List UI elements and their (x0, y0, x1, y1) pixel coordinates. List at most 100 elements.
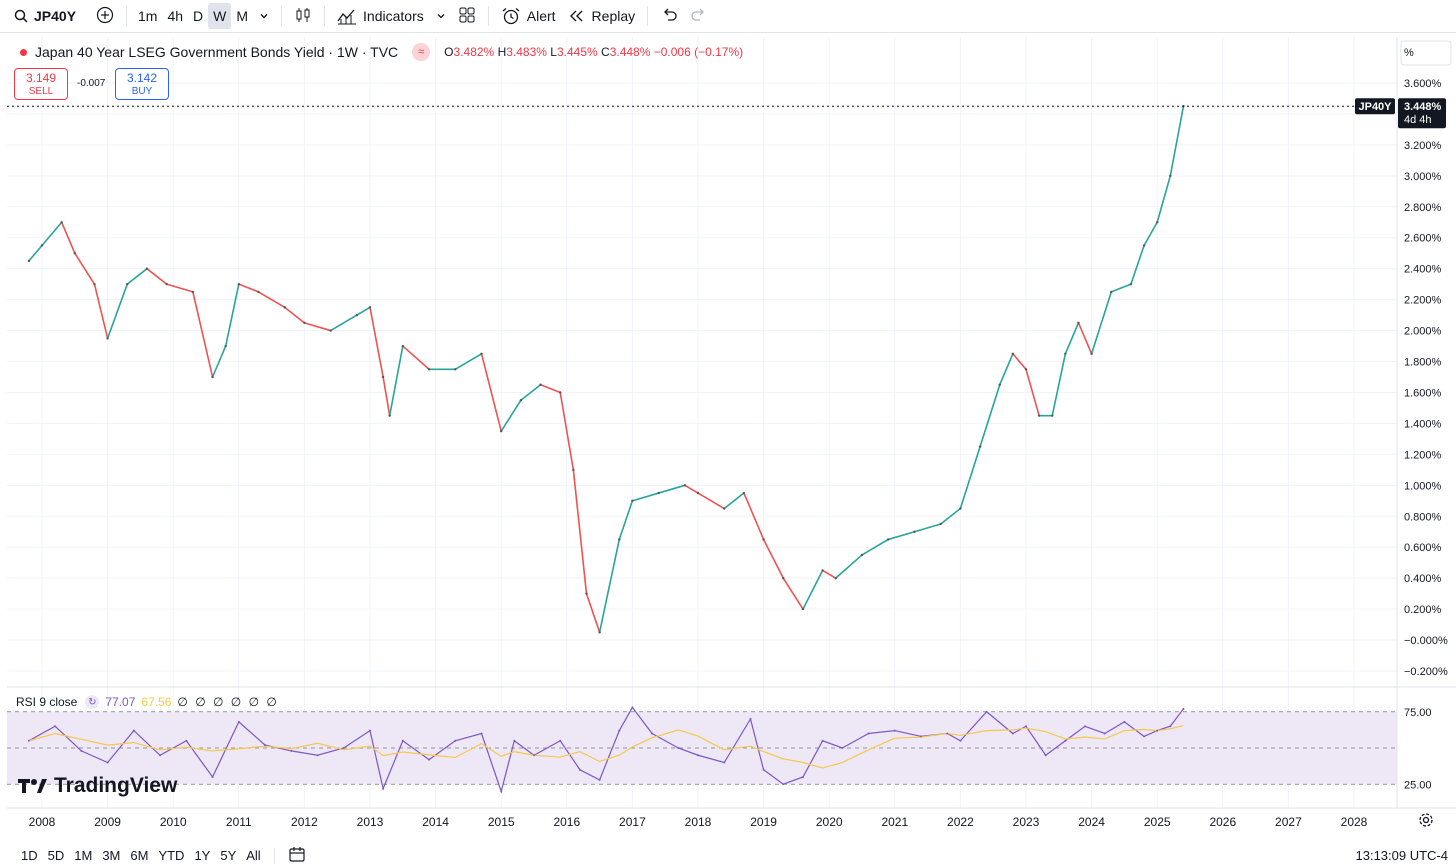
rsi-point (342, 747, 345, 749)
price-segment (559, 391, 575, 471)
price-point (657, 491, 660, 495)
buy-label: BUY (131, 86, 153, 97)
price-point (211, 375, 214, 379)
range-6m[interactable]: 6M (130, 848, 149, 863)
price-segment (74, 252, 96, 285)
sell-button[interactable]: 3.149 SELL (14, 68, 68, 100)
price-point (165, 282, 168, 286)
alert-button[interactable]: Alert (495, 0, 562, 32)
rsi-point (1182, 707, 1185, 710)
range-3m[interactable]: 3M (102, 848, 121, 863)
price-segment (598, 538, 621, 634)
waves-icon[interactable]: ≈ (412, 43, 431, 61)
price-segment (283, 306, 306, 324)
rsi-point (159, 754, 162, 757)
rsi-point (893, 729, 896, 732)
time-tick-label: 2011 (226, 815, 252, 829)
redo-button[interactable] (684, 0, 714, 32)
low-value: 3.445% (556, 45, 598, 59)
rsi-point (316, 754, 319, 757)
undo-button[interactable] (654, 0, 684, 32)
indicators-label: Indicators (363, 8, 424, 24)
chart-type-button[interactable] (288, 0, 318, 32)
interval-w[interactable]: W (208, 3, 232, 29)
compare-button[interactable] (90, 0, 120, 32)
rsi-point (959, 739, 962, 742)
price-point (762, 538, 765, 541)
price-tick-label: 2.600% (1404, 233, 1442, 245)
clock[interactable]: 13:13:09 UTC-4 (1355, 848, 1449, 863)
price-tick-label: 0.600% (1404, 542, 1442, 554)
time-axis[interactable]: 2008 2009 2010 2011 2012 2013 2014 2015 2016 2017… (29, 815, 1368, 829)
price-point (998, 383, 1001, 386)
rsi-series (27, 706, 1185, 794)
price-tick-label: −0.000% (1404, 635, 1448, 647)
price-segment (782, 577, 804, 610)
axis-unit[interactable]: % (1404, 47, 1414, 59)
rsi-ma-line (28, 724, 1184, 769)
price-axis[interactable]: 3.600%3.400%3.200%3.000%2.800%2.600%2.40… (1404, 78, 1448, 791)
open-label: O (444, 45, 454, 59)
price-segment (1051, 352, 1067, 417)
indicators-dropdown[interactable] (430, 0, 452, 32)
rsi-ma-value: 67.56 (141, 695, 172, 709)
price-point (742, 491, 746, 495)
range-ytd[interactable]: YTD (158, 848, 185, 863)
price-point (427, 368, 431, 371)
replay-button[interactable]: Replay (562, 0, 642, 32)
price-point (145, 267, 149, 270)
range-1y[interactable]: 1Y (194, 848, 211, 863)
interval-m[interactable]: M (236, 8, 249, 24)
rsi-point (290, 749, 293, 752)
price-point (93, 282, 96, 286)
rsi-point (1143, 735, 1146, 738)
range-5y[interactable]: 5Y (220, 848, 237, 863)
range-all[interactable]: All (246, 848, 261, 863)
price-point (388, 414, 391, 417)
price-tick-label: 3.000% (1404, 171, 1442, 183)
price-point (1037, 414, 1041, 417)
price-segment (303, 322, 332, 332)
time-tick-label: 2009 (94, 815, 121, 829)
layouts-button[interactable] (452, 0, 482, 32)
refresh-icon[interactable]: ↻ (85, 695, 100, 709)
price-segment (697, 492, 726, 510)
rsi-point (651, 732, 654, 735)
price-point (454, 368, 457, 371)
interval-d[interactable]: D (193, 8, 204, 24)
price-segment (887, 530, 916, 541)
rsi-label: RSI 9 close (16, 695, 78, 709)
price-segment (388, 345, 404, 417)
price-segment (520, 383, 542, 402)
rsi-point (54, 725, 57, 728)
price-point (631, 499, 634, 502)
interval-1m[interactable]: 1m (138, 8, 158, 24)
rsi-point (27, 739, 30, 742)
toolbar-divider (273, 847, 275, 864)
close-value: 3.448% (609, 45, 651, 59)
toolbar-divider (281, 6, 283, 26)
symbol-search[interactable]: JP40Y (0, 0, 90, 32)
rsi-point (631, 706, 634, 709)
indicators-button[interactable]: Indicators (331, 0, 430, 32)
tradingview-logo[interactable]: TradingView (18, 774, 177, 798)
price-segment (939, 507, 962, 525)
price-segment (959, 445, 981, 510)
range-1d[interactable]: 1D (21, 848, 38, 863)
buy-button[interactable]: 3.142 BUY (115, 68, 169, 100)
interval-4h[interactable]: 4h (167, 8, 184, 24)
range-5d[interactable]: 5D (47, 848, 65, 863)
time-tick-label: 2008 (29, 815, 56, 829)
price-point (559, 391, 562, 394)
rewind-icon (568, 9, 586, 23)
interval-dropdown[interactable] (253, 0, 275, 32)
time-tick-label: 2015 (488, 815, 515, 829)
undo-icon (660, 8, 678, 25)
range-1m[interactable]: 1M (74, 848, 93, 863)
gear-icon[interactable] (1418, 812, 1434, 831)
rsi-legend: RSI 9 close ↻ 77.07 67.56 ∅ ∅ ∅ ∅ ∅ ∅ (16, 695, 279, 709)
price-point (683, 484, 687, 487)
calendar-icon[interactable] (283, 846, 311, 865)
rsi-point (185, 739, 188, 742)
